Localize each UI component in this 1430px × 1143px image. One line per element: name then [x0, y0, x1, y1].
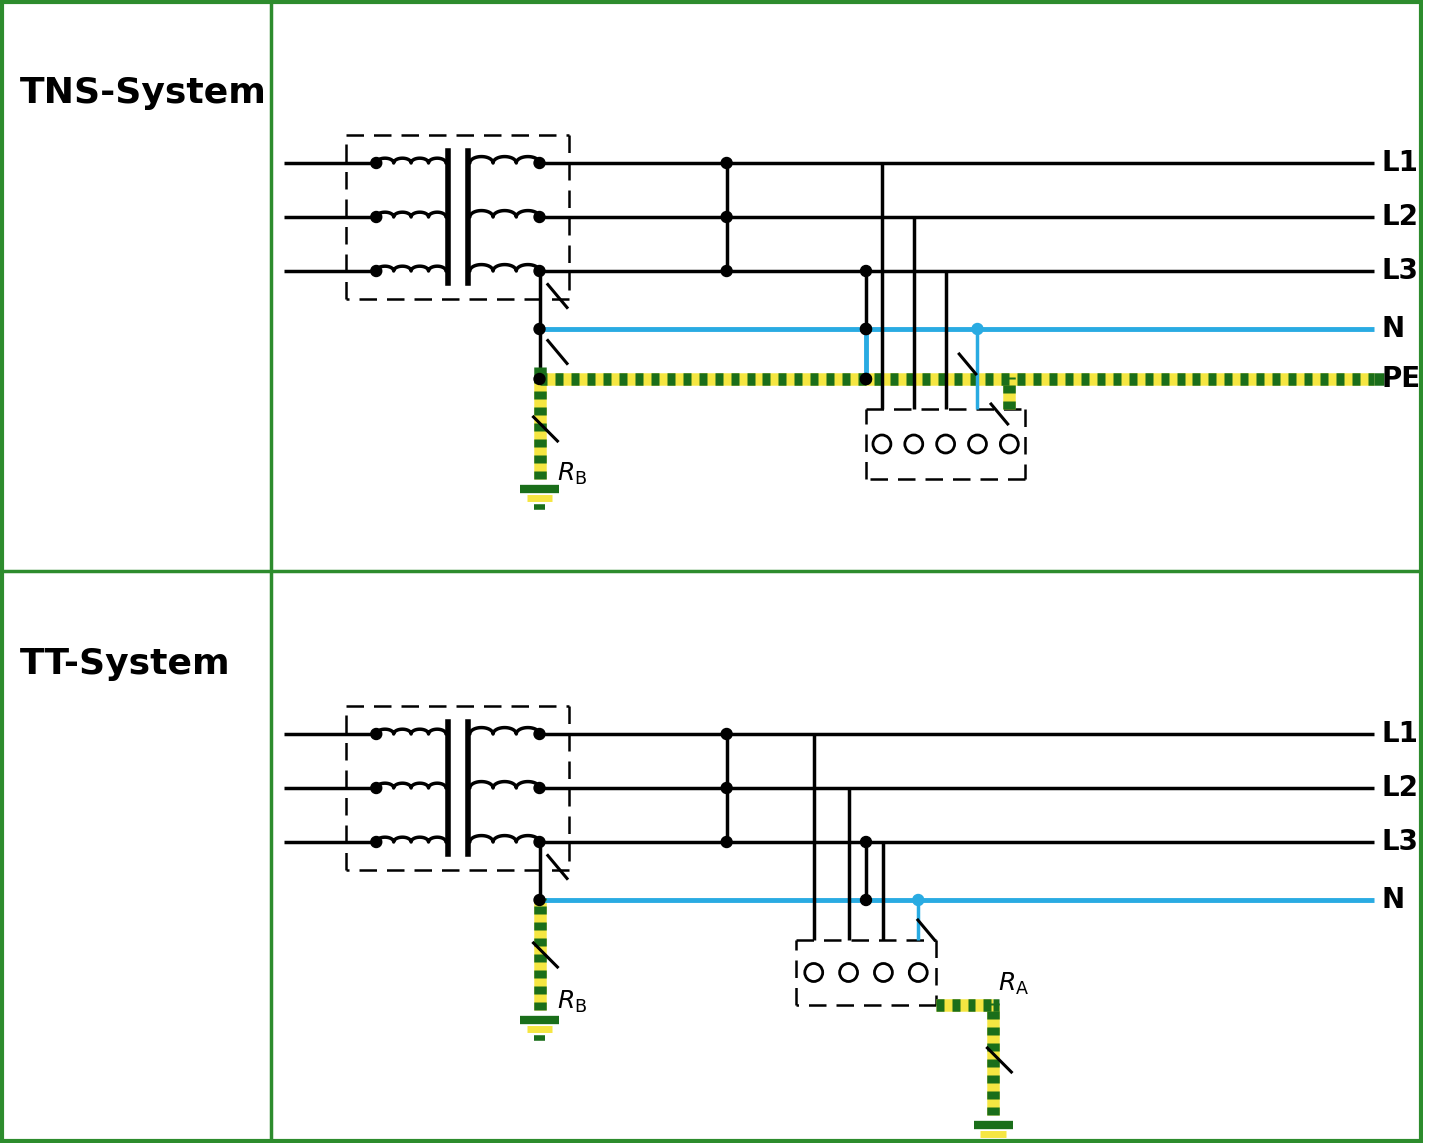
- Circle shape: [1001, 435, 1018, 453]
- Circle shape: [721, 728, 732, 740]
- Text: TNS-System: TNS-System: [20, 75, 267, 110]
- Circle shape: [968, 435, 987, 453]
- Text: N: N: [1381, 315, 1404, 343]
- Circle shape: [912, 895, 924, 905]
- Text: L3: L3: [1381, 257, 1419, 285]
- Circle shape: [533, 158, 545, 168]
- Text: PE: PE: [1381, 365, 1421, 393]
- Circle shape: [370, 211, 382, 223]
- Circle shape: [861, 895, 871, 905]
- Circle shape: [533, 374, 545, 384]
- Text: L1: L1: [1381, 149, 1419, 177]
- Circle shape: [839, 964, 858, 982]
- Circle shape: [721, 783, 732, 793]
- Text: TT-System: TT-System: [20, 647, 230, 681]
- Circle shape: [861, 374, 871, 384]
- Circle shape: [861, 323, 871, 335]
- Text: L2: L2: [1381, 774, 1419, 802]
- Text: L1: L1: [1381, 720, 1419, 748]
- Circle shape: [370, 158, 382, 168]
- Circle shape: [861, 837, 871, 847]
- Circle shape: [533, 728, 545, 740]
- Circle shape: [533, 265, 545, 277]
- Circle shape: [937, 435, 955, 453]
- Circle shape: [805, 964, 822, 982]
- Text: N: N: [1381, 886, 1404, 914]
- Circle shape: [533, 323, 545, 335]
- Circle shape: [905, 435, 922, 453]
- Text: L2: L2: [1381, 203, 1419, 231]
- Text: L3: L3: [1381, 828, 1419, 856]
- Circle shape: [872, 435, 891, 453]
- Circle shape: [370, 837, 382, 847]
- Text: $R_{\rm B}$: $R_{\rm B}$: [558, 989, 588, 1015]
- Text: $R_{\rm B}$: $R_{\rm B}$: [558, 461, 588, 487]
- Circle shape: [909, 964, 927, 982]
- Circle shape: [861, 265, 871, 277]
- Circle shape: [721, 265, 732, 277]
- Circle shape: [972, 323, 982, 335]
- Circle shape: [533, 837, 545, 847]
- Circle shape: [533, 783, 545, 793]
- Circle shape: [861, 374, 871, 384]
- Circle shape: [370, 783, 382, 793]
- Circle shape: [721, 211, 732, 223]
- Text: $R_{\rm A}$: $R_{\rm A}$: [998, 970, 1030, 997]
- Circle shape: [721, 158, 732, 168]
- Circle shape: [875, 964, 892, 982]
- Circle shape: [533, 895, 545, 905]
- Circle shape: [370, 728, 382, 740]
- Circle shape: [533, 211, 545, 223]
- Circle shape: [370, 265, 382, 277]
- Circle shape: [861, 323, 871, 335]
- Circle shape: [721, 837, 732, 847]
